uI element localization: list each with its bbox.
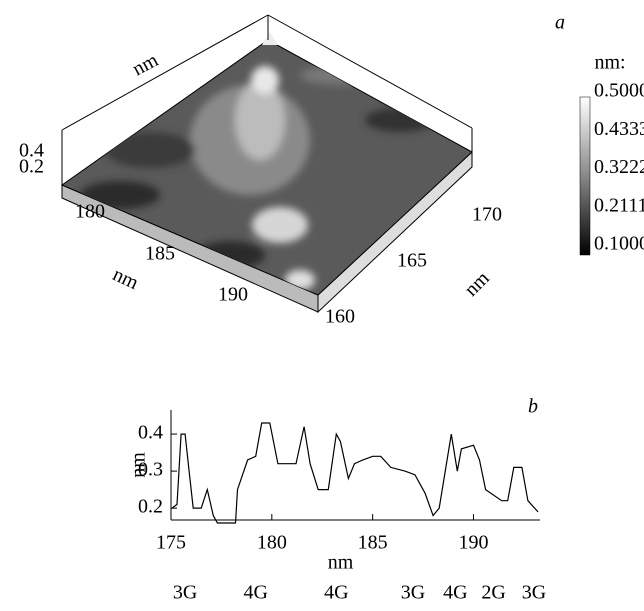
y-axis-label: nm	[128, 452, 150, 478]
x-tick-label: 180	[75, 201, 105, 223]
colorbar-tick-label: 0.2111	[594, 194, 644, 216]
profile-line	[171, 422, 539, 524]
y-tick-label: 0.2	[138, 496, 163, 518]
annotation: 4G	[443, 582, 467, 604]
y-axis-label: nm	[460, 267, 494, 301]
colorbar-tick-label: 0.5000	[594, 80, 644, 102]
colorbar-tick-label: 0.4333	[594, 118, 644, 140]
peak	[262, 32, 278, 45]
axis-edge	[267, 14, 473, 129]
x-tick-label: 180	[257, 532, 287, 554]
annotation: 4G	[324, 582, 348, 604]
annotation: 3G	[522, 582, 546, 604]
annotation: 4G	[243, 582, 267, 604]
annotation: 3G	[173, 582, 197, 604]
y-tick-label: 0.4	[138, 422, 163, 444]
x-tick-label: 185	[358, 532, 388, 554]
panel-label: a	[555, 12, 565, 34]
panel-label: b	[528, 396, 538, 418]
y-tick-label: 170	[472, 204, 502, 226]
surface-plot	[60, 14, 591, 314]
x-tick-label: 190	[218, 284, 248, 306]
y-tick-label: 0.3	[138, 459, 163, 481]
y-tick-label: 160	[325, 306, 355, 328]
annotation: 2G	[481, 582, 505, 604]
x-tick-label: 190	[458, 532, 488, 554]
colorbar	[579, 96, 591, 256]
axis-edge	[61, 14, 269, 131]
x-axis-label: nm	[328, 552, 354, 574]
x-axis-label: nm	[109, 263, 142, 294]
x-tick-label: 185	[145, 243, 175, 265]
z-axis-label: nm	[129, 49, 162, 81]
x-tick-label: 175	[156, 532, 186, 554]
y-tick-label: 165	[397, 250, 427, 272]
z-tick-label: 0.4	[19, 140, 44, 162]
z-tick-label: 0.2	[19, 156, 44, 178]
colorbar-tick-label: 0.1000	[594, 233, 644, 255]
colorbar-tick-label: 0.3222	[594, 156, 644, 178]
colorbar-title: nm:	[594, 52, 625, 74]
annotation: 3G	[401, 582, 425, 604]
